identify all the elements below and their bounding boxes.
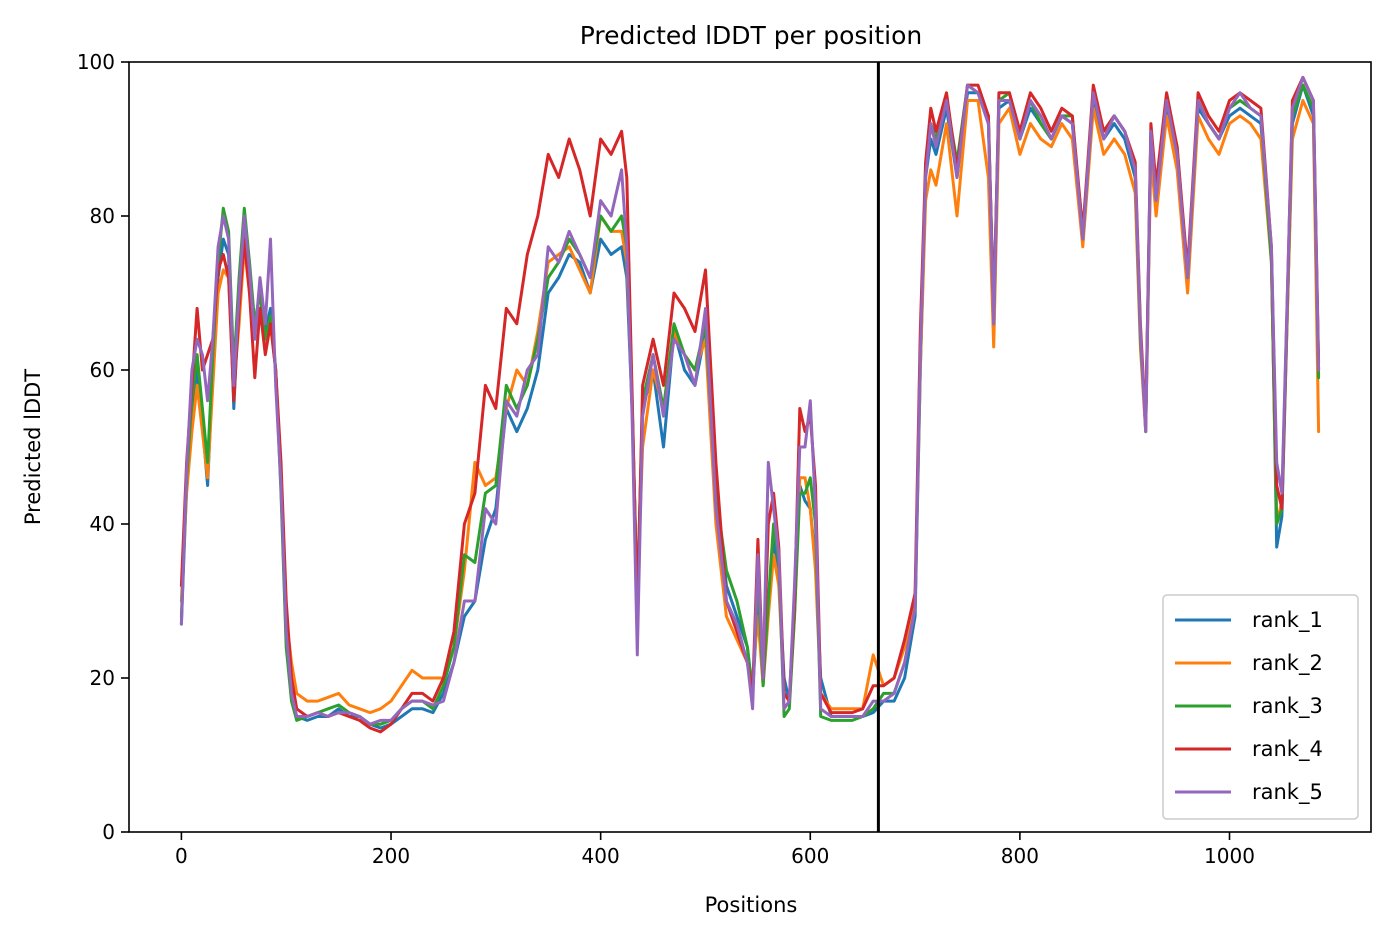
y-tick-label: 80 <box>90 204 115 228</box>
x-tick-label: 0 <box>175 844 188 868</box>
legend-label: rank_1 <box>1252 608 1323 633</box>
legend: rank_1 rank_2 rank_3 rank_4 rank_5 <box>1162 594 1359 820</box>
x-tick-label: 1000 <box>1204 844 1255 868</box>
legend-label: rank_3 <box>1252 694 1323 719</box>
legend-box <box>1162 594 1359 820</box>
series-line-5 <box>179 75 1321 726</box>
ticks-layer: 0 200 400 600 800 1000 0 20 40 60 80 100 <box>77 50 1255 868</box>
legend-label: rank_2 <box>1252 651 1323 676</box>
legend-label: rank_5 <box>1252 780 1323 805</box>
y-tick-label: 40 <box>90 512 115 536</box>
x-tick-label: 800 <box>1001 844 1039 868</box>
x-tick-label: 200 <box>372 844 410 868</box>
y-tick-label: 60 <box>90 358 115 382</box>
x-tick-label: 600 <box>791 844 829 868</box>
chart-title: Predicted lDDT per position <box>580 21 922 50</box>
y-tick-label: 0 <box>102 820 115 844</box>
plot-frame <box>128 61 1372 833</box>
y-tick-label: 100 <box>77 50 115 74</box>
legend-label: rank_4 <box>1252 737 1323 762</box>
x-axis-title: Positions <box>705 893 798 917</box>
x-tick-label: 400 <box>582 844 620 868</box>
y-axis-title: Predicted lDDT <box>21 369 45 525</box>
series-layer <box>179 75 1321 734</box>
y-tick-label: 20 <box>90 666 115 690</box>
